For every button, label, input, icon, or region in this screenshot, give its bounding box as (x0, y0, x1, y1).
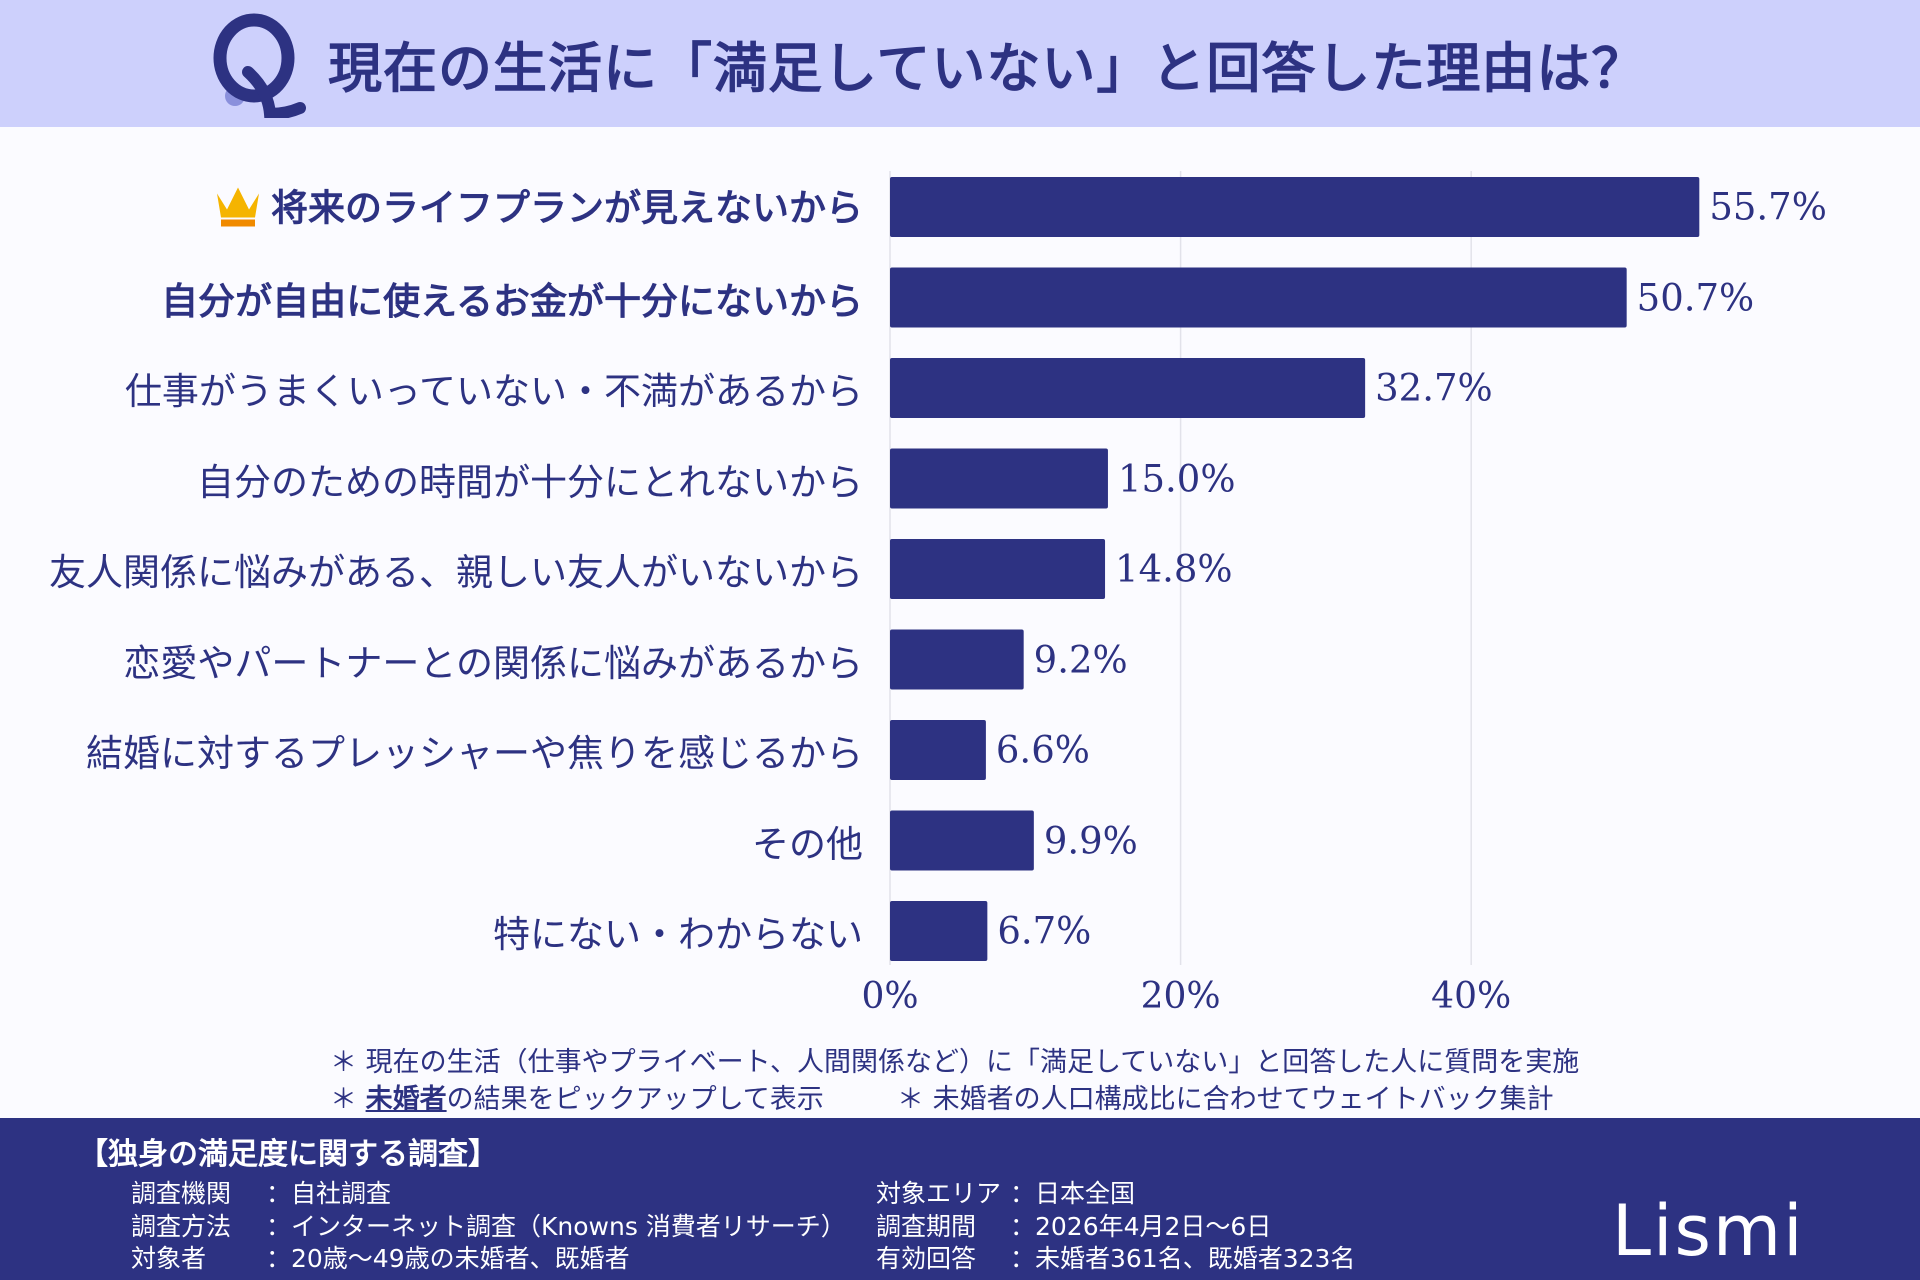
bar-chart (889, 171, 1700, 965)
bar (890, 629, 1024, 690)
footer-label: 有効回答 (876, 1244, 977, 1273)
footer-label: 調査方法 (131, 1212, 232, 1241)
note-2-underlined: 未婚者 (365, 1084, 447, 1115)
note-2-prefix: ＊ (330, 1084, 366, 1115)
x-tick-label: 20% (1140, 976, 1221, 1017)
header-band: 現在の生活に「満足していない」と回答した理由は？ (0, 0, 1920, 127)
bar (890, 358, 1366, 418)
bar (890, 177, 1700, 237)
value-label: 14.8% (1115, 547, 1233, 591)
value-label: 9.9% (1043, 819, 1138, 862)
footer-value: ：自社調査 (266, 1179, 392, 1208)
category-label: 恋愛やパートナーとの関係に悩みがあるから (123, 641, 863, 685)
x-tick-label: 0% (861, 976, 919, 1017)
value-label: 55.7% (1709, 185, 1827, 229)
note-2: ＊ 未婚者の結果をピックアップして表示 (330, 1077, 824, 1116)
category-label: 特にない・わからない (493, 913, 863, 956)
footer-value: ：20歳〜49歳の未婚者、既婚者 (266, 1244, 630, 1273)
value-label: 9.2% (1033, 638, 1128, 681)
category-label: 結婚に対するプレッシャーや焦りを感じるから (86, 732, 863, 775)
x-tick-label: 40% (1431, 976, 1512, 1017)
footer-label: 調査期間 (876, 1212, 977, 1241)
note-2-rest: の結果をピックアップして表示 (446, 1084, 824, 1115)
footer-label: 調査機関 (131, 1179, 232, 1208)
value-label: 15.0% (1117, 457, 1236, 500)
bar (890, 267, 1627, 328)
category-label: その他 (752, 822, 863, 866)
value-label: 6.6% (995, 728, 1090, 772)
footer-value: ：日本全国 (1010, 1179, 1136, 1208)
footer-value: ：2026年4月2日〜6日 (1010, 1212, 1272, 1241)
footer-label: 対象者 (131, 1244, 207, 1273)
value-label: 6.7% (997, 909, 1092, 953)
category-label: 仕事がうまくいっていない・不満があるから (124, 370, 863, 413)
category-label: 自分が自由に使えるお金が十分にないから (161, 279, 863, 323)
bar (890, 720, 986, 780)
value-label: 50.7% (1636, 276, 1755, 319)
category-label: 友人関係に悩みがある、親しい友人がいないから (49, 551, 863, 594)
bar (890, 810, 1034, 871)
survey-footer: 【独身の満足度に関する調査】 調査機関 ：自社調査 調査方法 ：インターネット調… (0, 1118, 1920, 1280)
page-title: 現在の生活に「満足していない」と回答した理由は？ (328, 37, 1647, 100)
footer-value: ：インターネット調査（Knowns 消費者リサーチ） (266, 1212, 846, 1241)
footer-value: ：未婚者361名、既婚者323名 (1010, 1244, 1356, 1273)
bar (890, 539, 1106, 599)
bar (890, 448, 1108, 509)
lismi-logo: Lismi (1612, 1190, 1805, 1272)
category-label: 将来のライフプランが見えないから (213, 178, 863, 237)
value-label: 32.7% (1375, 366, 1493, 410)
crown-icon (213, 184, 263, 237)
footer-label: 対象エリア (876, 1179, 1002, 1208)
bar (890, 901, 988, 961)
q-letter-icon (213, 13, 306, 118)
note-1: ＊ 現在の生活（仕事やプライベート、人間関係など）に「満足していない」と回答した… (330, 1047, 1580, 1078)
footer-title: 【独身の満足度に関する調査】 (78, 1137, 498, 1172)
category-label: 自分のための時間が十分にとれないから (197, 460, 863, 504)
note-3: ＊ 未婚者の人口構成比に合わせてウェイトバック集計 (897, 1084, 1554, 1115)
